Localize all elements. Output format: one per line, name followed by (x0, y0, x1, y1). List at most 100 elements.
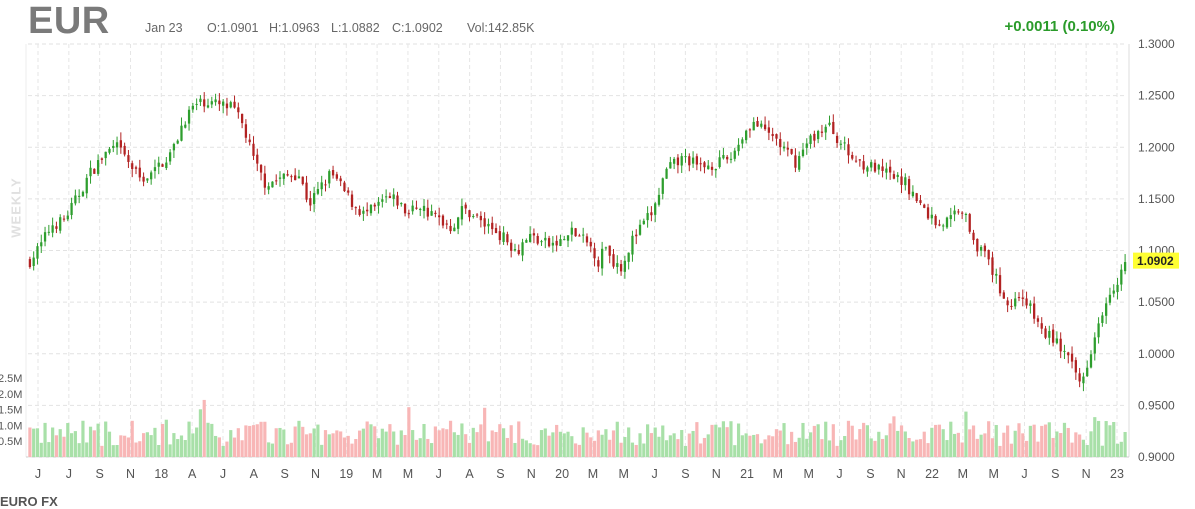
volume-bar (733, 445, 737, 457)
volume-bar (513, 442, 517, 457)
volume-tick-label: 1.0M (0, 420, 22, 432)
x-tick-label: J (1021, 467, 1027, 481)
candles (28, 92, 1127, 392)
volume-bar (285, 444, 290, 457)
volume-bar (58, 429, 62, 457)
volume-bar (676, 439, 680, 457)
volume-bar (293, 426, 297, 457)
candle-body (873, 162, 877, 172)
volume-bar (952, 433, 957, 457)
candle-body (676, 157, 680, 166)
candle-body (472, 216, 475, 218)
candle-body (1097, 323, 1100, 338)
candle-body (153, 167, 157, 172)
volume-axis: 2.5M 2.0M 1.5M 1.0M 0.5M (0, 373, 22, 448)
candle-body (726, 156, 729, 160)
volume-bar (1081, 439, 1086, 457)
volume-tick-label: 2.5M (0, 373, 22, 385)
volume-bar (100, 445, 104, 457)
volume-bar (983, 433, 987, 457)
candle-body (729, 158, 733, 160)
volume-bar (695, 422, 699, 457)
volume-bar (448, 420, 453, 457)
candle-body (184, 124, 187, 128)
volume-bar (164, 419, 168, 457)
x-tick-label: J (66, 467, 72, 481)
volume-bar (1009, 443, 1014, 457)
candle-body (506, 234, 509, 243)
volume-bar (820, 439, 824, 457)
candle-body (703, 162, 706, 168)
volume-bar (767, 435, 771, 457)
candle-body (78, 195, 81, 197)
candle-body (889, 166, 892, 173)
volume-bar (968, 429, 972, 457)
volume-bar (138, 441, 142, 457)
volume-bar (456, 434, 460, 457)
volume-bar (744, 433, 748, 457)
x-tick-label: 22 (925, 467, 939, 481)
candle-body (290, 176, 293, 178)
candle-body (540, 241, 543, 243)
volume-bar (195, 427, 199, 457)
candle-body (396, 195, 399, 206)
candle-body (366, 209, 369, 212)
candle-body (312, 193, 316, 205)
candle-body (654, 203, 657, 215)
candle-body (991, 257, 994, 275)
candle-body (358, 209, 361, 215)
volume-bar (73, 431, 77, 457)
volume-bar (202, 399, 206, 457)
volume-bar (153, 427, 157, 457)
volume-bar (926, 443, 930, 457)
volume-bar (672, 433, 676, 457)
volume-bar (729, 421, 733, 457)
volume-bar (1021, 433, 1025, 457)
volume-bar (759, 443, 763, 457)
volume-bar (964, 411, 968, 457)
volume-bar (718, 427, 722, 457)
candle-body (616, 263, 619, 267)
candle-body (881, 166, 884, 171)
candle-body (551, 242, 555, 246)
volume-bar (702, 437, 707, 457)
volume-bar (1108, 425, 1112, 457)
candle-body (187, 109, 191, 124)
candle-body (282, 173, 285, 179)
candle-body (699, 163, 702, 165)
candle-body (305, 182, 308, 200)
volume-bar (524, 440, 528, 457)
volume-bar (358, 430, 362, 457)
candle-body (623, 260, 627, 272)
volume-bar (699, 443, 703, 457)
candle-body (574, 228, 577, 237)
volume-bar (445, 429, 449, 457)
candle-body (646, 213, 649, 221)
x-tick-label: S (681, 467, 689, 481)
volume-bar (1006, 425, 1010, 457)
volume-bar (1040, 425, 1044, 457)
candle-body (945, 217, 949, 228)
candle-body (278, 177, 282, 179)
volume-bar (801, 422, 805, 457)
candle-body (866, 167, 869, 172)
volume-bar (88, 426, 93, 457)
volume-bar (278, 427, 282, 457)
volume-bar (646, 424, 650, 457)
x-tick-label: N (527, 467, 536, 481)
volume-bar (1043, 424, 1048, 457)
x-tick-label: A (465, 467, 474, 481)
candle-body (142, 176, 145, 182)
x-tick-label: J (436, 467, 442, 481)
candle-body (176, 140, 179, 144)
candle-body (767, 127, 771, 133)
candle-body (521, 242, 524, 256)
x-tick-label: M (619, 467, 629, 481)
volume-tick-label: 0.5M (0, 436, 22, 448)
candle-body (684, 156, 687, 158)
candle-body (123, 145, 126, 155)
candle-body (350, 194, 354, 207)
volume-bar (683, 445, 688, 457)
volume-bar (452, 432, 456, 457)
